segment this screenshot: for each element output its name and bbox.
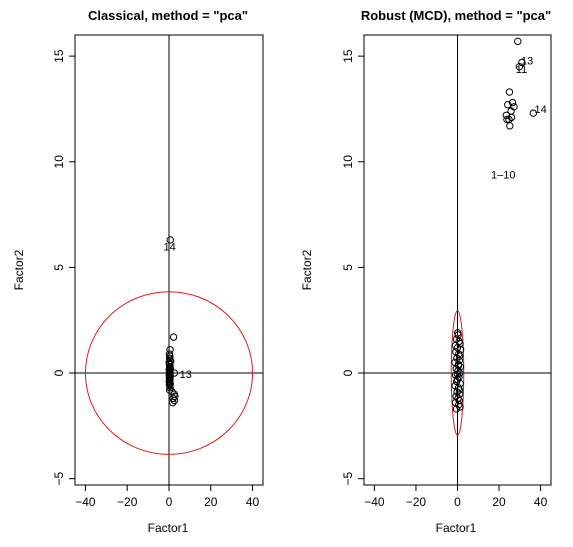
data-point (454, 361, 463, 370)
y-tick-label: 0 (341, 369, 355, 376)
tolerance-ellipse (450, 310, 465, 436)
outlier-point (514, 37, 522, 46)
y-tick-label: −5 (52, 471, 66, 485)
point-label: 11 (516, 64, 527, 76)
classical-panel: Classical, method = "pca" Factor1 Factor… (12, 8, 264, 535)
outlier-point (518, 58, 526, 67)
y-tick-label: 5 (341, 264, 355, 271)
data-point (453, 370, 462, 378)
point-label: 14 (164, 241, 176, 253)
y-axis-label: Factor2 (12, 249, 26, 290)
data-point (165, 386, 174, 394)
outlier-point (503, 115, 511, 124)
x-tick-label: −40 (364, 495, 385, 509)
x-tick-label: −20 (406, 495, 427, 509)
x-axis-label: Factor1 (148, 521, 189, 535)
y-tick-label: −5 (341, 471, 355, 485)
x-tick-label: 0 (454, 495, 461, 509)
x-tick-label: −20 (117, 495, 138, 509)
data-point (171, 392, 179, 400)
x-tick-label: 20 (492, 495, 506, 509)
y-tick-label: 10 (341, 155, 355, 169)
data-point (455, 386, 464, 394)
point-label: 14 (534, 104, 546, 116)
data-point (454, 329, 462, 337)
y-tick-label: 15 (52, 49, 66, 63)
outlier-point (166, 236, 174, 244)
y-tick-label: 5 (52, 264, 66, 271)
x-tick-label: 40 (246, 495, 260, 509)
data-point (169, 398, 177, 407)
robust-panel: Robust (MCD), method = "pca" Factor1 Fac… (300, 8, 552, 535)
outlier-point (508, 98, 517, 107)
y-axis-label: Factor2 (300, 249, 314, 290)
y-tick-label: 10 (52, 155, 66, 169)
y-tick-label: 15 (341, 49, 355, 63)
outlier-point (515, 62, 524, 71)
outlier-point (507, 113, 516, 122)
outlier-point (529, 109, 538, 117)
data-point (166, 357, 175, 366)
data-point (170, 396, 179, 405)
outlier-point (505, 88, 514, 96)
chart-title: Robust (MCD), method = "pca" (361, 8, 551, 23)
data-point (452, 405, 461, 413)
point-label: 13 (521, 55, 533, 67)
tolerance-ellipse (84, 291, 254, 455)
data-point (169, 333, 178, 341)
outlier-point (506, 122, 514, 130)
x-tick-label: −40 (75, 495, 96, 509)
y-tick-label: 0 (52, 369, 66, 376)
point-label: 13 (180, 369, 192, 381)
x-tick-label: 0 (166, 495, 173, 509)
point-label: 1–10 (491, 169, 515, 181)
x-tick-label: 20 (204, 495, 218, 509)
x-axis-label: Factor1 (436, 521, 477, 535)
chart-title: Classical, method = "pca" (88, 8, 248, 23)
outlier-point (170, 369, 179, 377)
x-tick-label: 40 (534, 495, 548, 509)
